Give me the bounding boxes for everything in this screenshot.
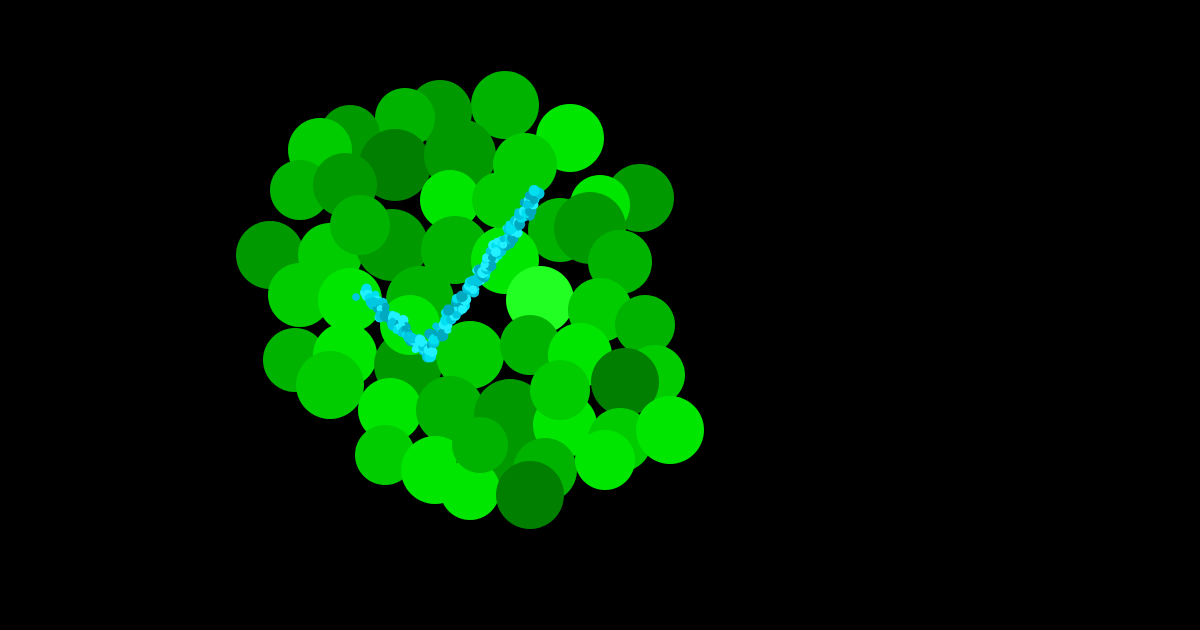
bubble — [636, 396, 704, 464]
check-dot — [469, 285, 478, 295]
check-dot — [368, 297, 379, 307]
bubble — [420, 170, 480, 230]
bubble — [436, 321, 504, 389]
check-dot — [406, 335, 415, 344]
bubble — [440, 460, 500, 520]
bubble — [471, 71, 539, 139]
check-dot — [456, 290, 468, 302]
bubble — [588, 230, 652, 294]
check-dot — [529, 195, 538, 205]
check-icon — [352, 185, 545, 363]
bubble — [472, 172, 528, 228]
check-dot — [452, 311, 461, 319]
bubble — [355, 425, 415, 485]
green-bubble-cluster — [236, 71, 704, 529]
check-dot — [427, 346, 438, 357]
bubble — [359, 129, 431, 201]
bubble — [530, 360, 590, 420]
check-dot — [490, 247, 501, 258]
check-dot — [389, 318, 397, 325]
bubble — [268, 263, 332, 327]
bubble — [358, 378, 422, 442]
check-dot — [528, 185, 540, 196]
bubble — [330, 195, 390, 255]
check-dot — [376, 305, 384, 313]
check-dot — [418, 340, 426, 348]
check-dot — [499, 240, 508, 249]
bubble — [496, 461, 564, 529]
check-dot — [428, 333, 440, 345]
bubble — [615, 295, 675, 355]
bubble — [296, 351, 364, 419]
check-dot — [499, 235, 507, 243]
check-dot — [432, 322, 440, 330]
check-dot — [352, 293, 360, 301]
check-dot — [457, 304, 468, 314]
bubble — [452, 417, 508, 473]
bubble — [591, 348, 659, 416]
bubble — [500, 315, 560, 375]
bubble — [575, 430, 635, 490]
check-dot — [443, 304, 455, 316]
